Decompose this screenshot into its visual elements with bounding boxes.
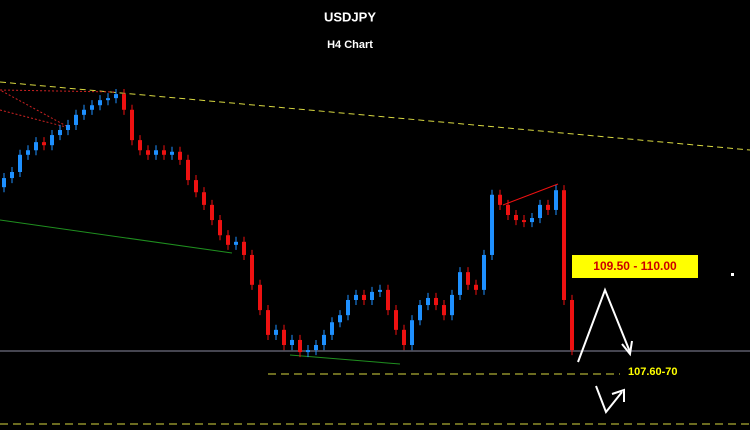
candle-body: [122, 94, 126, 110]
candle-body: [210, 204, 214, 221]
candle-body: [114, 94, 118, 99]
candle-body: [82, 109, 86, 115]
candle-body: [162, 150, 166, 155]
candle-body: [34, 142, 38, 151]
target-box: [572, 255, 698, 278]
candle-body: [354, 294, 358, 300]
candle-body: [346, 299, 350, 316]
candle-body: [66, 124, 70, 131]
red-dotted-line: [0, 89, 116, 129]
candle-body: [378, 289, 382, 292]
candle-body: [506, 204, 510, 215]
candle-body: [522, 220, 526, 223]
candle-body: [218, 220, 222, 236]
candle-body: [130, 109, 134, 141]
candle-body: [266, 310, 270, 335]
candle-body: [290, 339, 294, 346]
red-trend-line: [502, 183, 559, 206]
candle-body: [370, 291, 374, 300]
candle-body: [154, 150, 158, 155]
candle-body: [298, 339, 302, 353]
support-label: 107.60-70: [628, 366, 678, 378]
candle-body: [50, 135, 54, 146]
candle-body: [330, 322, 334, 335]
resistance-line: [0, 81, 750, 151]
candle-body: [106, 98, 110, 101]
candle-body: [194, 180, 198, 193]
candle-body: [402, 329, 406, 346]
candle-body: [482, 254, 486, 290]
candle-body: [258, 284, 262, 311]
candle-body: [442, 305, 446, 316]
chart-title: USDJPY: [324, 9, 376, 24]
candle-body: [314, 345, 318, 351]
candle-body: [178, 151, 182, 160]
candle-body: [498, 194, 502, 205]
candle-body: [338, 315, 342, 323]
candle-body: [170, 151, 174, 155]
candle-body: [434, 297, 438, 306]
candle-body: [450, 294, 454, 316]
candle-body: [562, 190, 566, 300]
candle-body: [74, 114, 78, 125]
candle-body: [98, 100, 102, 106]
candle-body: [138, 140, 142, 151]
candles: [2, 89, 574, 358]
candle-body: [2, 178, 6, 188]
projection-arrow: [595, 385, 623, 414]
candle-body: [514, 215, 518, 221]
candle-body: [186, 159, 190, 181]
candle-body: [546, 204, 550, 210]
candle-body: [242, 241, 246, 255]
candle-body: [282, 329, 286, 346]
candle-body: [362, 294, 366, 300]
candle-body: [386, 289, 390, 311]
candle-body: [322, 334, 326, 346]
candle-body: [250, 254, 254, 285]
candle-body: [570, 299, 574, 351]
candle-body: [530, 218, 534, 223]
candle-body: [490, 194, 494, 255]
candle-body: [58, 130, 62, 136]
candle-body: [410, 320, 414, 346]
candle-body: [42, 142, 46, 146]
candle-body: [146, 150, 150, 155]
candle-body: [394, 310, 398, 330]
candle-body: [426, 297, 430, 306]
candle-body: [466, 272, 470, 285]
candle-body: [234, 241, 238, 245]
arrow-head: [621, 340, 633, 357]
green-line: [289, 354, 401, 365]
candle-body: [202, 192, 206, 205]
candle-body: [306, 350, 310, 353]
candle-body: [474, 284, 478, 290]
candle-body: [18, 154, 22, 172]
chart-subtitle: H4 Chart: [327, 39, 373, 51]
candle-body: [226, 235, 230, 245]
projection-arrow: [577, 287, 631, 363]
arrow-head: [611, 388, 625, 402]
candle-body: [554, 190, 558, 210]
candle-body: [538, 204, 542, 219]
candle-body: [10, 172, 14, 179]
candle-body: [274, 329, 278, 335]
candle-body: [90, 105, 94, 110]
marker: [731, 273, 734, 276]
green-line: [0, 219, 233, 254]
candle-body: [26, 150, 30, 155]
target-label: 109.50 - 110.00: [593, 259, 677, 273]
candle-body: [418, 305, 422, 321]
candle-body: [458, 272, 462, 295]
